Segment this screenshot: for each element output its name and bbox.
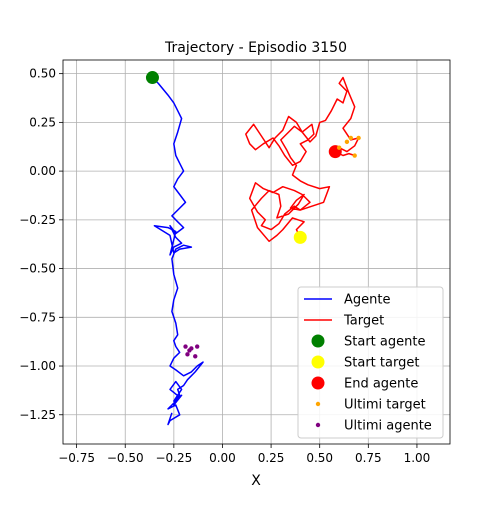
ultimi-target-point (352, 153, 357, 158)
x-tick-label: −0.75 (58, 451, 95, 465)
x-tick-label: 0.00 (209, 451, 236, 465)
series-layer (151, 76, 360, 426)
start-agente-point (145, 71, 159, 85)
ultimi-agente-point (193, 354, 198, 359)
x-tick-label: 1.00 (404, 451, 431, 465)
x-tick-label: −0.50 (107, 451, 144, 465)
x-tick-label: 0.75 (355, 451, 382, 465)
y-tick-label: 0.00 (29, 164, 56, 178)
ultimi-target-point (344, 139, 350, 145)
y-tick-label: −1.00 (19, 359, 56, 373)
legend-label-agente: Agente (344, 293, 390, 308)
ultimi-target-point (348, 135, 354, 141)
ultimi-target-point (336, 145, 342, 150)
legend-label-ultimi-agente: Ultimi agente (344, 419, 432, 434)
legend: Agente Target Start agente Start target End … (297, 286, 444, 439)
legend-swatch-end-agente (311, 376, 325, 390)
ultimi-agente-point (183, 344, 188, 349)
y-tick-label: −1.25 (19, 408, 56, 422)
chart-title: Trajectory - Episodio 3150 (164, 40, 347, 56)
y-tick-label: −0.50 (19, 262, 56, 276)
grid (63, 60, 450, 444)
legend-label-start-agente: Start agente (344, 335, 425, 350)
y-tick-label: −0.25 (19, 213, 56, 227)
x-tick-label: 0.50 (306, 451, 333, 465)
legend-box (297, 286, 444, 439)
agente-trajectory-line (151, 76, 204, 426)
legend-label-end-agente: End agente (344, 377, 418, 392)
y-tick-label: 0.25 (29, 115, 56, 129)
ultimi-agente-point (187, 348, 192, 353)
ticks: −0.75 −0.50 −0.25 0.00 0.25 0.50 0.75 1.00 0.50 0… (19, 67, 430, 465)
x-tick-label: 0.25 (258, 451, 285, 465)
x-axis-title: X (251, 473, 261, 489)
y-tick-label: −0.75 (19, 310, 56, 324)
ultimi-target-point (356, 135, 361, 141)
legend-swatch-ultimi-target (315, 401, 321, 407)
plot-frame (62, 59, 451, 445)
legend-swatch-start-target (311, 355, 325, 369)
target-trajectory-line (245, 76, 360, 243)
legend-label-ultimi-target: Ultimi target (344, 398, 426, 413)
marker-layer (145, 71, 361, 359)
x-tick-label: −0.25 (155, 451, 192, 465)
legend-swatch-ultimi-agente (315, 422, 321, 428)
legend-label-target: Target (343, 314, 384, 329)
legend-label-start-target: Start target (344, 356, 419, 371)
legend-swatch-start-agente (311, 334, 325, 348)
ultimi-agente-point (194, 344, 200, 349)
start-target-point (293, 230, 307, 244)
ultimi-agente-point (185, 352, 190, 357)
y-tick-label: 0.50 (29, 67, 56, 81)
